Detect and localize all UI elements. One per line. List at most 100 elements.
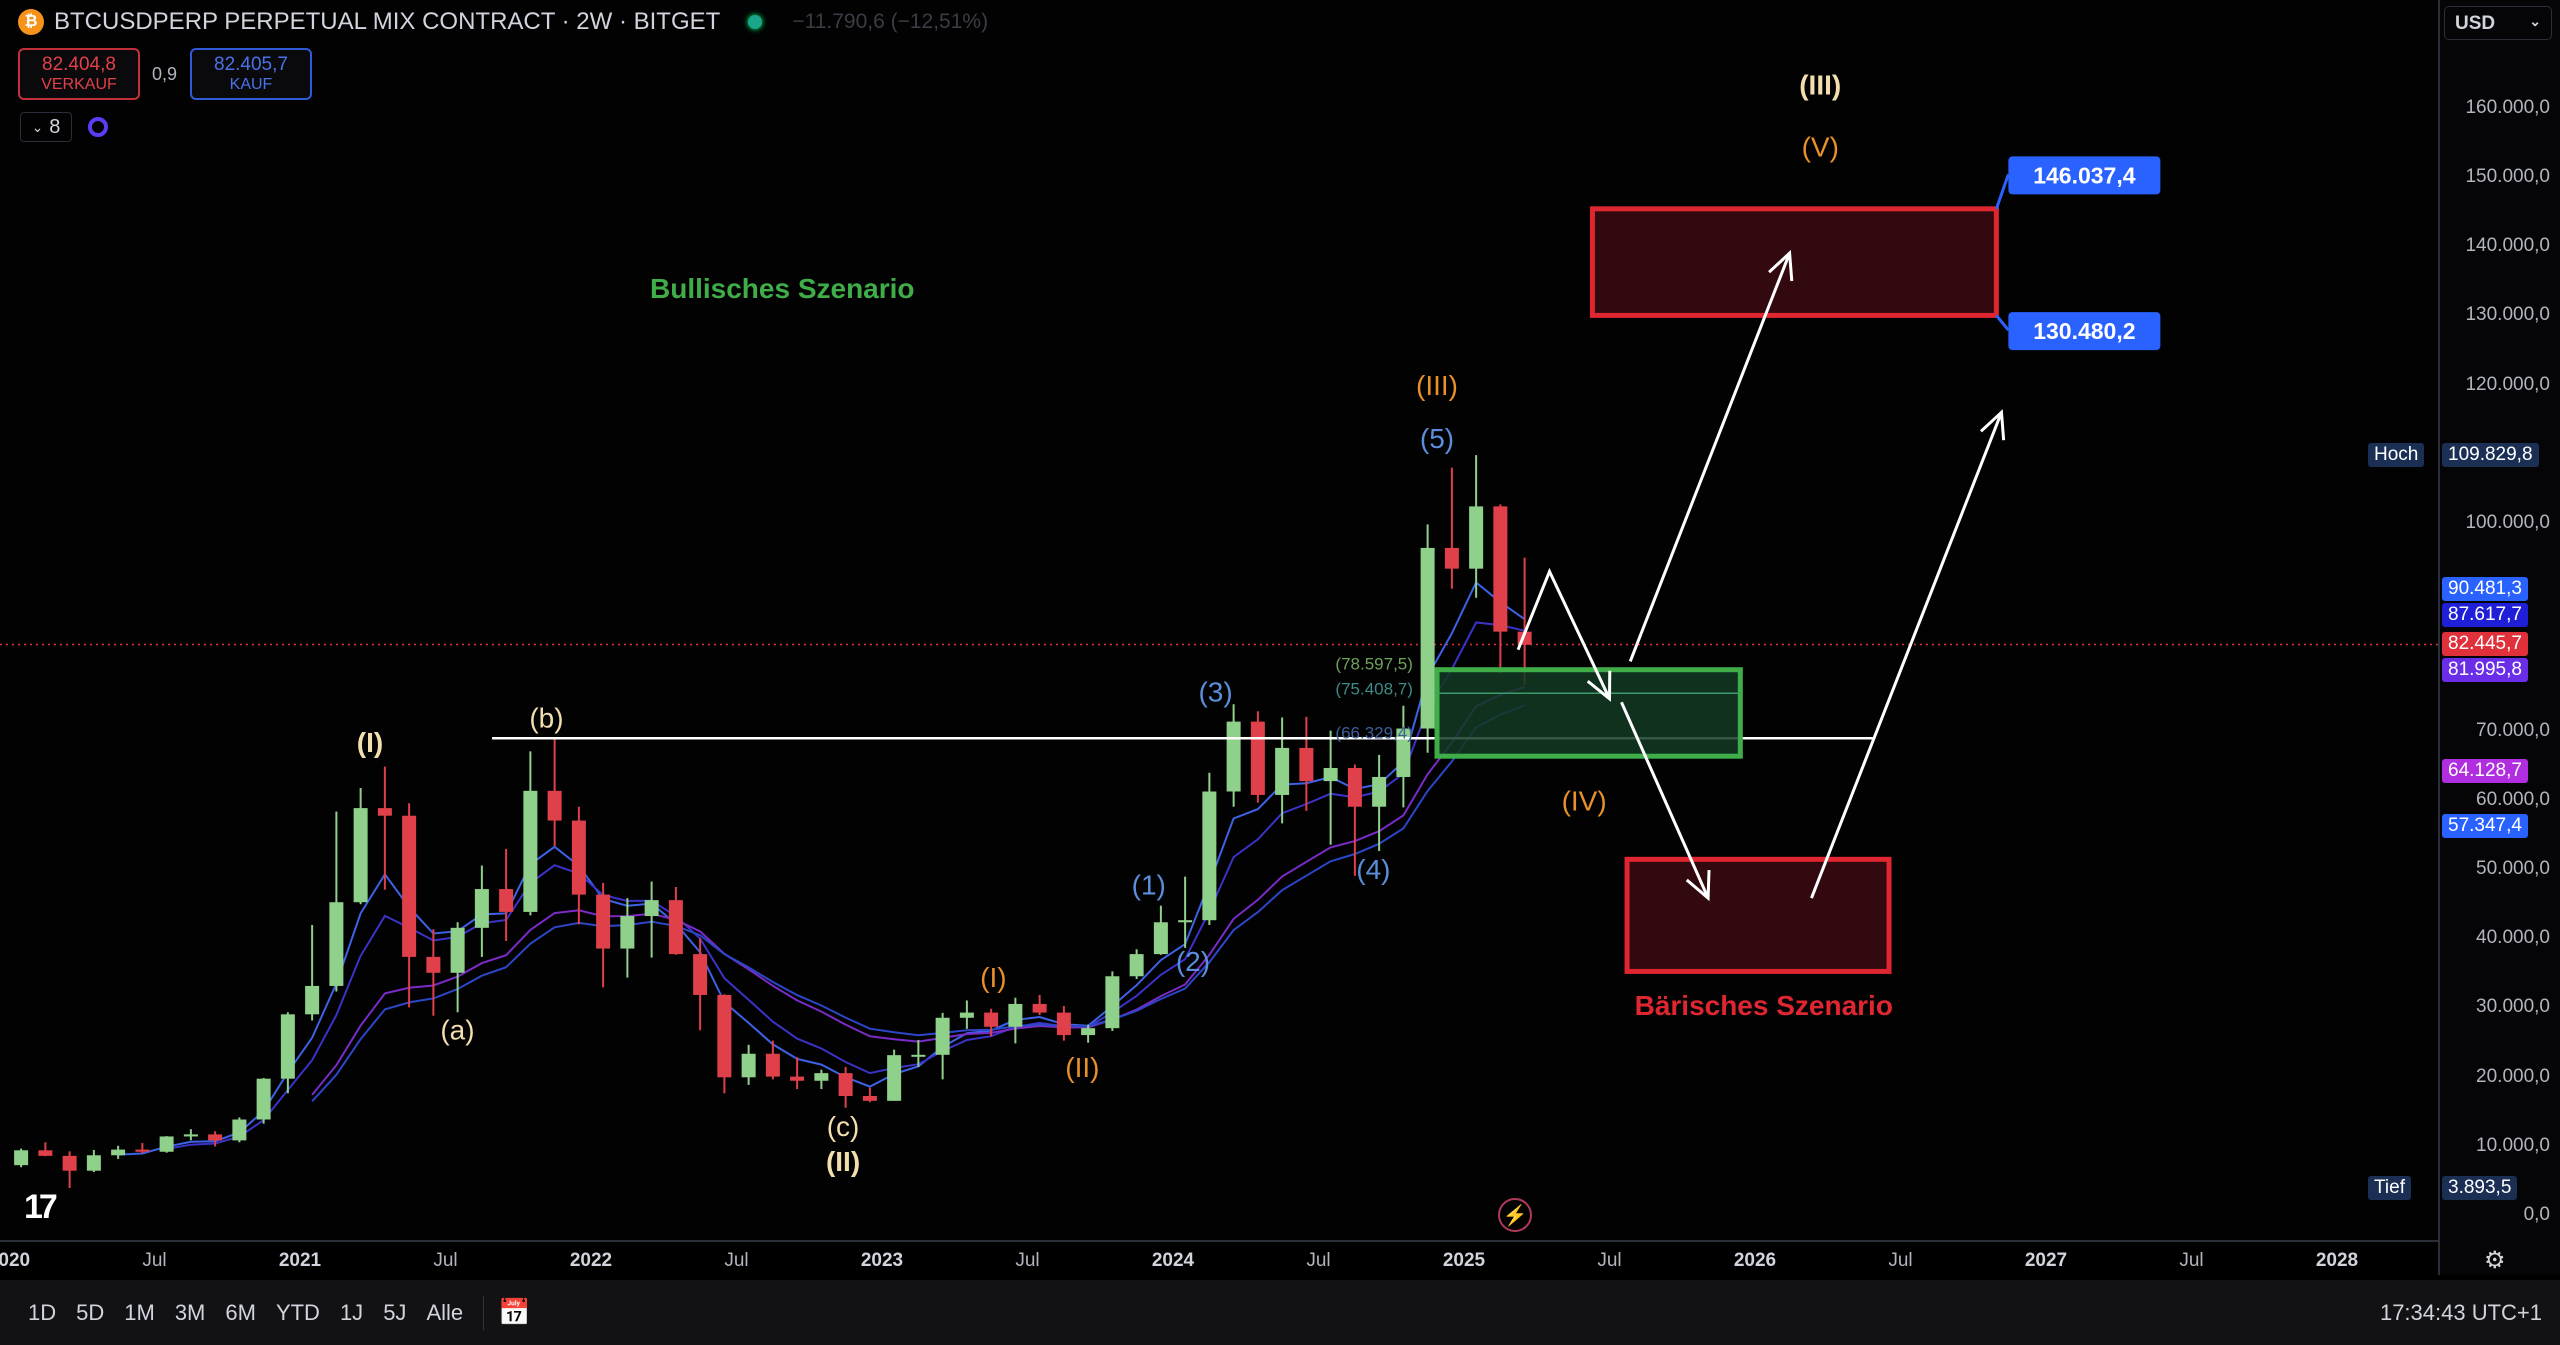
range-button-6m[interactable]: 6M: [225, 1299, 256, 1325]
candle: [111, 1145, 126, 1159]
tradingview-logo[interactable]: 17: [24, 1188, 58, 1226]
wave-label: (2): [1176, 946, 1210, 977]
wave-label: (IV): [1562, 786, 1607, 817]
symbol-header: ₿ BTCUSDPERP PERPETUAL MIX CONTRACT · 2W…: [18, 8, 988, 36]
candle: [814, 1069, 829, 1090]
candle-body: [1250, 721, 1265, 795]
wave-label: (II): [826, 1146, 860, 1177]
time-tick-label: Jul: [2179, 1250, 2204, 1271]
price-label-box: [2008, 312, 2161, 351]
time-axis[interactable]: 2020 Jul 2021 Jul 2022 Jul 2023 Jul 2024 Jul 2025 J…: [0, 1240, 2438, 1275]
candle-body: [523, 790, 538, 912]
wave-label: (66.329,4): [1335, 724, 1413, 743]
chart-area[interactable]: 146.037,4 130.480,2 (I) (b) (a) (c) (II) (I) (II…: [0, 0, 2438, 1240]
clock[interactable]: 17:34:43 UTC+1: [2379, 1299, 2542, 1325]
wave-label: (I): [357, 727, 383, 758]
bitcoin-icon: ₿: [18, 9, 44, 35]
currency-select[interactable]: USD ⌄: [2444, 6, 2552, 40]
sell-button[interactable]: 82.404,8 VERKAUF: [18, 48, 140, 100]
candle-body: [1396, 728, 1411, 777]
range-button-ytd[interactable]: YTD: [275, 1299, 320, 1325]
candle-body: [450, 927, 465, 973]
range-button-1j[interactable]: 1J: [339, 1299, 364, 1325]
scenario-arrow: [1810, 411, 2003, 899]
range-button-5j[interactable]: 5J: [383, 1299, 407, 1325]
price-tick-label: 20.000,0: [2476, 1065, 2550, 1087]
candle-body: [1444, 547, 1459, 569]
time-tick-label: Jul: [1597, 1250, 1622, 1271]
candle: [402, 803, 417, 1008]
candle: [1250, 711, 1265, 803]
price-chart[interactable]: 146.037,4 130.480,2 (I) (b) (a) (c) (II) (I) (II…: [0, 0, 2438, 1240]
wave-label: Bärisches Szenario: [1635, 990, 1893, 1021]
wave-label: (3): [1198, 676, 1232, 707]
buy-button[interactable]: 82.405,7 KAUF: [190, 48, 312, 100]
candle-body: [159, 1136, 174, 1152]
price-tick-label: 150.000,0: [2465, 166, 2550, 187]
range-button-alle[interactable]: Alle: [426, 1299, 464, 1325]
zone-price-label: 130.480,2: [2033, 318, 2135, 344]
time-tick-label: 2027: [2024, 1250, 2068, 1271]
price-marker: 87.617,7: [2442, 602, 2528, 627]
candle: [232, 1117, 247, 1143]
indicators-toggle[interactable]: ⌄ 8: [20, 112, 72, 142]
chevron-down-icon: ⌄: [2529, 13, 2541, 29]
price-axis[interactable]: 160.000,0 150.000,0 140.000,0 130.000,0 120.…: [2438, 0, 2560, 1275]
candle: [1081, 1024, 1096, 1043]
range-button-1d[interactable]: 1D: [28, 1299, 57, 1325]
candle: [911, 1039, 926, 1067]
time-tick-label: Jul: [142, 1250, 167, 1271]
candle-body: [1372, 776, 1387, 807]
candle: [838, 1066, 853, 1108]
time-tick-label: 2021: [278, 1250, 322, 1271]
price-marker: 57.347,4: [2442, 813, 2528, 838]
price-marker: 90.481,3: [2442, 576, 2528, 601]
candle-body: [717, 994, 732, 1078]
settings-icon[interactable]: ⚙: [2484, 1247, 2506, 1274]
price-label-box: [2008, 156, 2161, 195]
moving-average-line: [118, 580, 1526, 1156]
candle: [86, 1149, 101, 1173]
moving-average-line: [311, 704, 1525, 1102]
candle-body: [377, 808, 392, 816]
sell-label: VERKAUF: [41, 76, 117, 93]
lightning-icon[interactable]: ⚡: [1498, 1198, 1532, 1232]
candle-body: [1129, 954, 1144, 977]
candle-body: [14, 1150, 29, 1166]
candle-body: [499, 889, 514, 912]
candle: [984, 1008, 999, 1037]
candle: [571, 806, 586, 925]
wave-label: Bullisches Szenario: [650, 273, 915, 304]
arrow-head: [1685, 870, 1711, 902]
symbol-title[interactable]: BTCUSDPERP PERPETUAL MIX CONTRACT · 2W ·…: [54, 8, 721, 35]
candle: [474, 865, 489, 957]
candle-body: [1299, 747, 1314, 782]
range-button-1m[interactable]: 1M: [124, 1299, 155, 1325]
time-tick-label: 2025: [1442, 1250, 1486, 1271]
wave-label: (II): [1065, 1052, 1099, 1083]
candle: [1153, 905, 1168, 955]
candle: [159, 1136, 174, 1153]
candle-body: [1008, 1003, 1023, 1027]
candle-body: [1153, 922, 1168, 955]
calendar-goto-date-icon[interactable]: 📅: [498, 1297, 531, 1327]
time-tick-label: Jul: [724, 1250, 749, 1271]
candle: [1032, 994, 1047, 1016]
candle-body: [1493, 506, 1508, 632]
candle-body: [1347, 767, 1362, 807]
candle-body: [1056, 1012, 1071, 1036]
candle-body: [765, 1053, 780, 1077]
indicator-settings-icon[interactable]: [88, 117, 108, 137]
candle-body: [1323, 767, 1338, 782]
range-button-3m[interactable]: 3M: [174, 1299, 206, 1325]
price-tick-label: 30.000,0: [2476, 996, 2550, 1018]
price-tick-label: 130.000,0: [2465, 304, 2550, 326]
candle: [862, 1087, 877, 1103]
candle: [1493, 504, 1508, 674]
candle-body: [86, 1155, 101, 1171]
candle-body: [814, 1073, 829, 1081]
candle: [790, 1057, 805, 1090]
candle: [38, 1142, 53, 1157]
candle-body: [232, 1119, 247, 1141]
range-button-5d[interactable]: 5D: [76, 1299, 105, 1325]
